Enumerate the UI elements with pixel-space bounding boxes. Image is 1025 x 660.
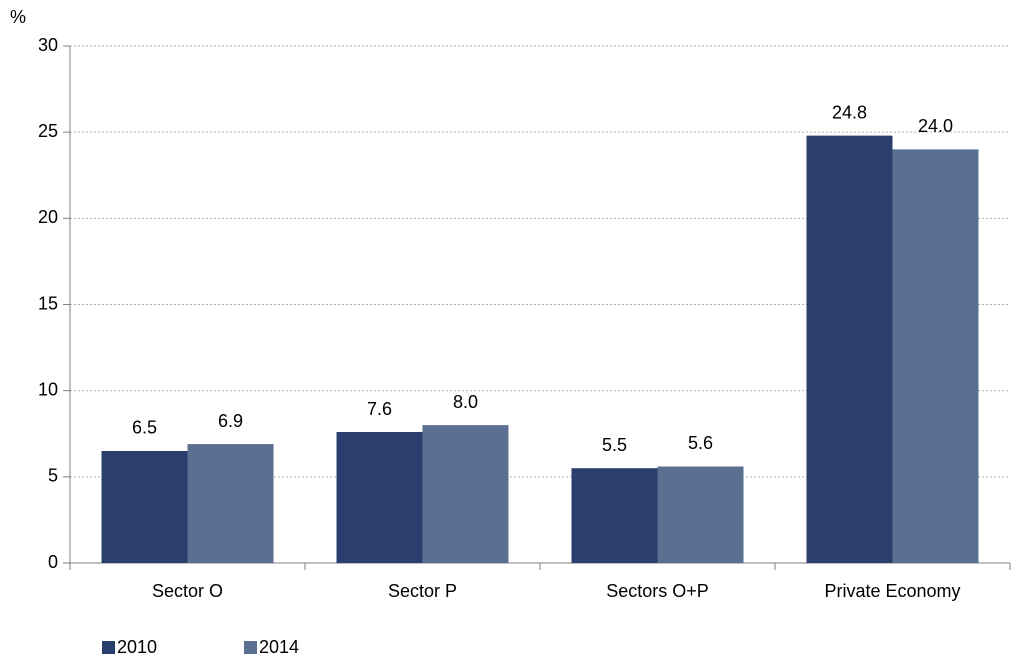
- bar: [187, 444, 274, 563]
- x-tick-label: Private Economy: [824, 581, 960, 601]
- value-label: 8.0: [453, 392, 478, 412]
- y-tick-label: 25: [38, 121, 58, 141]
- y-tick-label: 20: [38, 207, 58, 227]
- bar: [422, 425, 509, 563]
- value-label: 5.6: [688, 433, 713, 453]
- y-tick-label: 15: [38, 293, 58, 313]
- bar: [806, 135, 893, 563]
- y-axis-label: %: [10, 7, 26, 27]
- y-tick-label: 30: [38, 35, 58, 55]
- value-label: 6.5: [132, 418, 157, 438]
- legend-swatch: [102, 641, 115, 654]
- x-tick-label: Sector P: [388, 581, 457, 601]
- bar: [101, 450, 188, 563]
- value-label: 5.5: [602, 435, 627, 455]
- value-label: 24.8: [832, 102, 867, 122]
- x-tick-label: Sector O: [152, 581, 223, 601]
- legend-label: 2010: [117, 637, 157, 657]
- value-label: 7.6: [367, 399, 392, 419]
- value-label: 24.0: [918, 116, 953, 136]
- legend-swatch: [244, 641, 257, 654]
- y-tick-label: 5: [48, 466, 58, 486]
- y-tick-label: 0: [48, 552, 58, 572]
- value-label: 6.9: [218, 411, 243, 431]
- bar: [657, 466, 744, 563]
- legend-label: 2014: [259, 637, 299, 657]
- bar: [892, 149, 979, 563]
- y-tick-label: 10: [38, 379, 58, 399]
- bar: [571, 468, 658, 563]
- x-tick-label: Sectors O+P: [606, 581, 709, 601]
- bar: [336, 432, 423, 563]
